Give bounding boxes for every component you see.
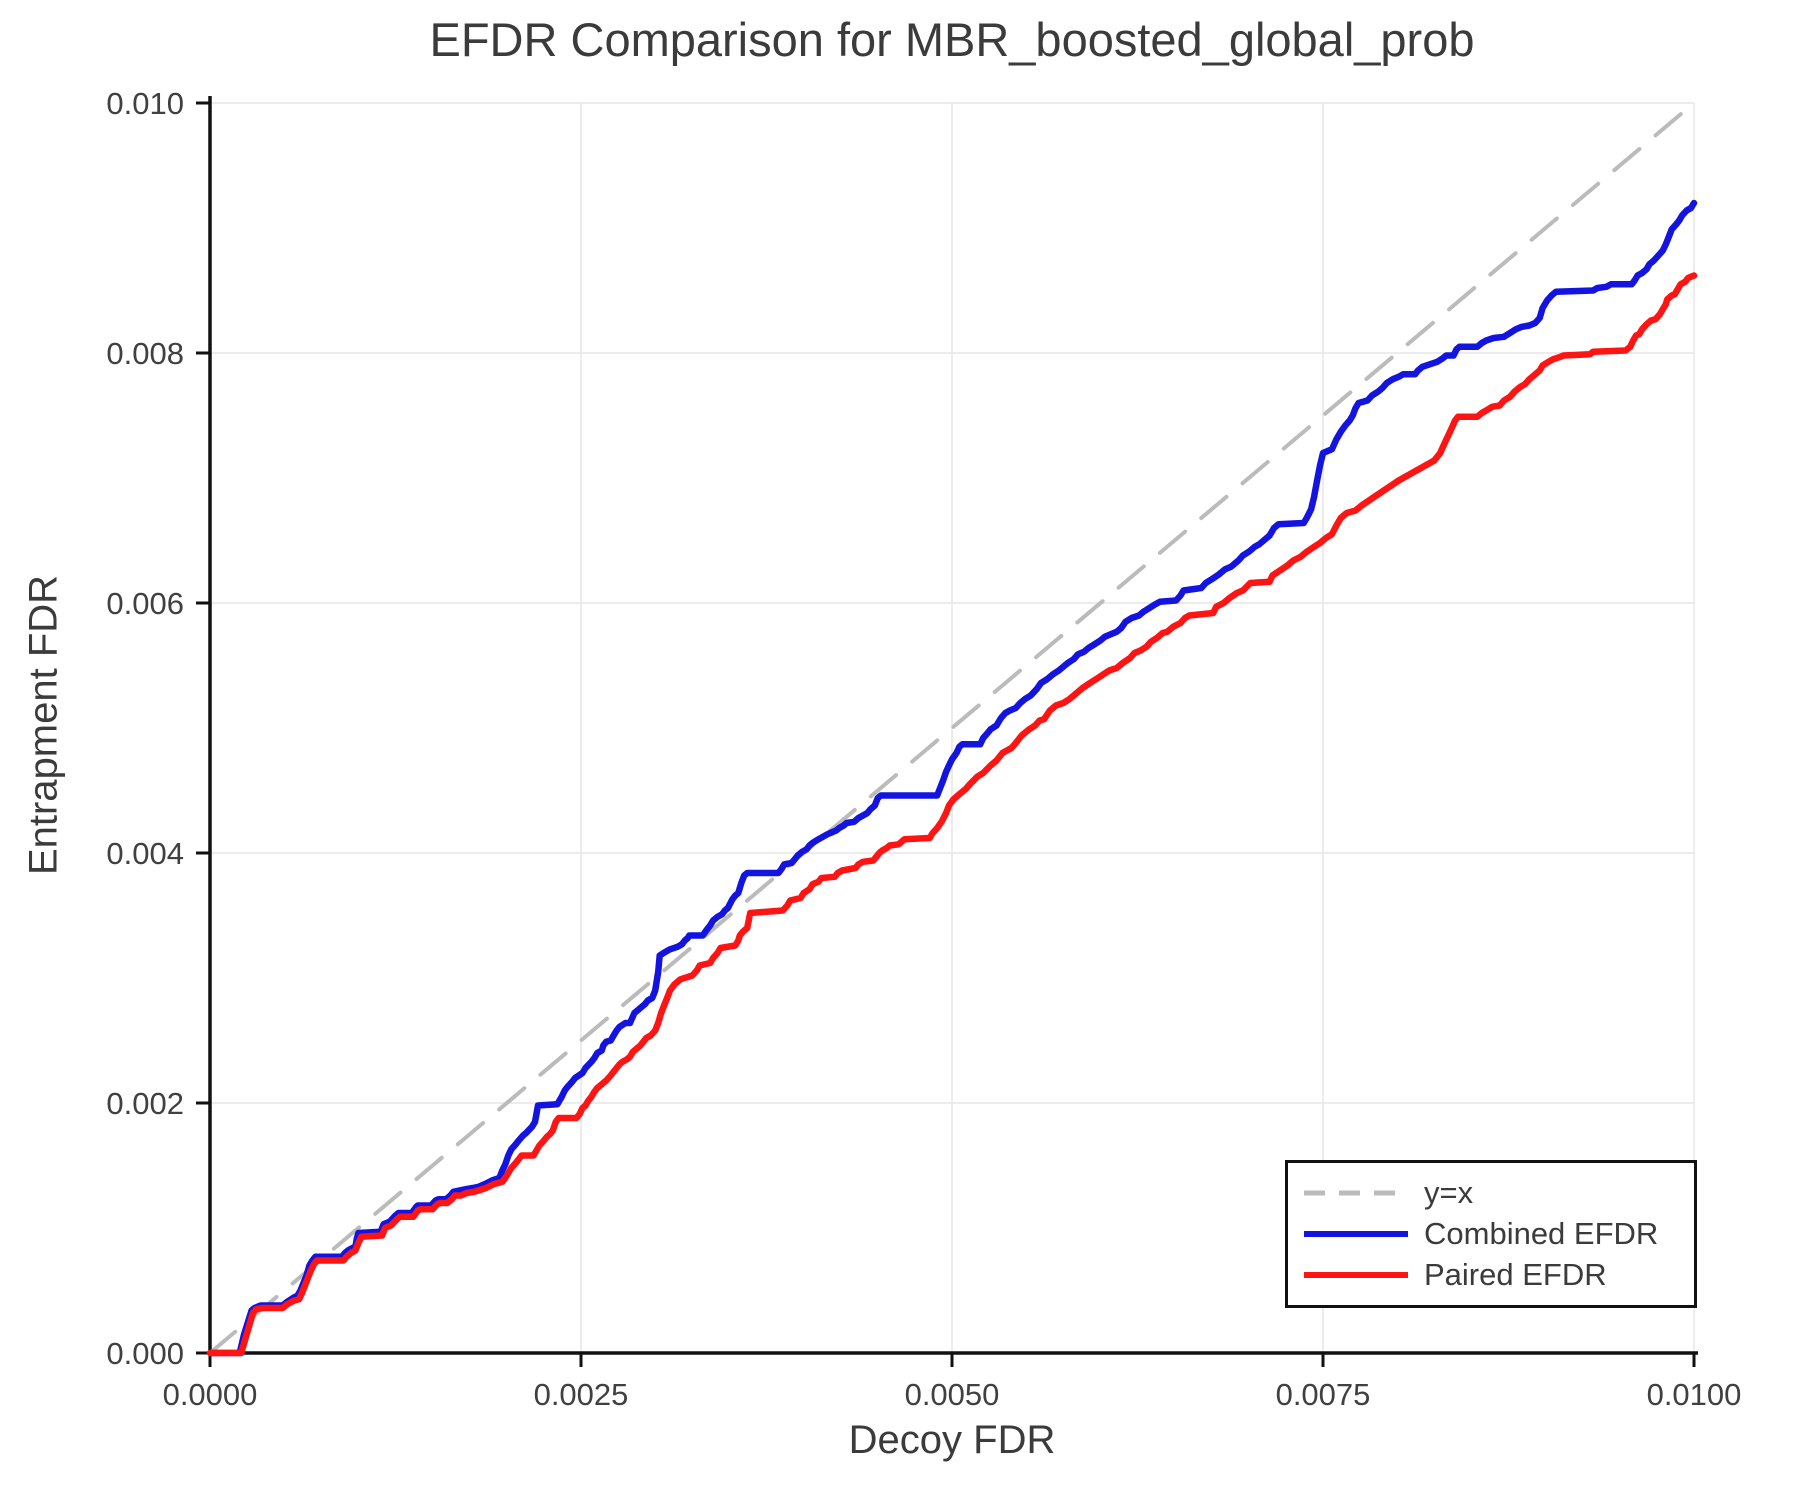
y-tick-label: 0.008 <box>106 336 184 371</box>
legend-item-paired: Paired EFDR <box>1304 1255 1694 1296</box>
blue-line-sample-icon <box>1304 1231 1408 1237</box>
dashed-line-sample-icon <box>1304 1190 1408 1196</box>
legend-item-combined: Combined EFDR <box>1304 1214 1694 1255</box>
x-tick-label: 0.0050 <box>905 1377 1000 1412</box>
series-combined-efdr <box>206 199 1698 1357</box>
x-tick-label: 0.0075 <box>1276 1377 1371 1412</box>
chart-title: EFDR Comparison for MBR_boosted_global_p… <box>429 13 1475 66</box>
legend-label-combined: Combined EFDR <box>1424 1216 1659 1251</box>
legend-label-paired: Paired EFDR <box>1424 1257 1607 1292</box>
x-tick-label: 0.0100 <box>1647 1377 1742 1412</box>
legend-label-yx: y=x <box>1424 1175 1474 1210</box>
y-tick-label: 0.004 <box>106 836 184 871</box>
series-paired-efdr <box>206 272 1698 1357</box>
y-tick-label: 0.000 <box>106 1336 184 1371</box>
legend: y=x Combined EFDR Paired EFDR <box>1285 1160 1697 1308</box>
x-axis-label: Decoy FDR <box>848 1418 1056 1462</box>
y-tick-label: 0.010 <box>106 86 184 121</box>
y-tick-label: 0.006 <box>106 586 184 621</box>
x-tick-label: 0.0025 <box>534 1377 629 1412</box>
x-tick-label: 0.0000 <box>163 1377 258 1412</box>
legend-item-yx: y=x <box>1304 1173 1694 1214</box>
series-y-x <box>208 101 1696 1355</box>
red-line-sample-icon <box>1304 1272 1408 1278</box>
y-tick-label: 0.002 <box>106 1086 184 1121</box>
